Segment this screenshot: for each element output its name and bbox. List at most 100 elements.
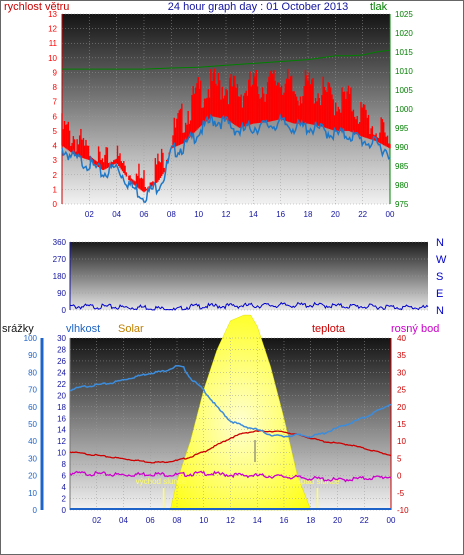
temperature-time-tick-label: 02	[92, 516, 101, 525]
solar-label: Solar	[118, 323, 144, 335]
direction-tick-label: 90	[57, 289, 66, 298]
pressure-tick-label: 1005	[395, 86, 413, 95]
humidity-tick-label: 14	[57, 426, 66, 435]
rain-tick-label: 50	[28, 420, 37, 429]
wind-speed-tick-label: 13	[48, 10, 57, 19]
humidity-tick-label: 24	[57, 368, 66, 377]
dew-point-line	[69, 470, 392, 483]
wind-time-tick-label: 04	[112, 210, 121, 219]
humidity-tick-label: 30	[57, 334, 66, 343]
pressure-tick-label: 995	[395, 124, 409, 133]
rain-tick-label: 60	[28, 403, 37, 412]
wind-speed-tick-label: 7	[53, 98, 58, 107]
compass-label: S	[436, 271, 443, 283]
pressure-tick-label: 980	[395, 181, 409, 190]
rain-tick-label: 90	[28, 351, 37, 360]
wind-time-tick-label: 18	[304, 210, 313, 219]
wind-speed-tick-label: 9	[53, 68, 58, 77]
pressure-tick-label: 1010	[395, 67, 413, 76]
wind-speed-tick-label: 11	[49, 39, 58, 48]
humidity-label: vlhkost	[66, 323, 100, 335]
rain-tick-label: 80	[28, 368, 37, 377]
humidity-tick-label: 22	[57, 380, 66, 389]
page-title: 24 hour graph day : 01 October 2013	[168, 1, 348, 13]
humidity-tick-label: 26	[57, 357, 66, 366]
wind-average-line	[61, 113, 391, 203]
wind-speed-tick-label: 6	[53, 112, 58, 121]
temperature-tick-label: 25	[397, 386, 406, 395]
compass-label: N	[436, 237, 444, 249]
temperature-time-tick-label: 18	[306, 516, 315, 525]
wind-speed-tick-label: 12	[48, 25, 57, 34]
humidity-line	[69, 364, 392, 439]
wind-time-axis: 02 04 06 08 10 12 14 16 18 20 22 00	[85, 210, 395, 219]
humidity-tick-label: 20	[57, 391, 66, 400]
rain-axis: 0 10 20 30 40 50 60 70 80 90 100	[24, 334, 44, 515]
direction-tick-label: 0	[62, 306, 67, 315]
temperature-time-tick-label: 20	[333, 516, 342, 525]
temperature-time-tick-label: 08	[173, 516, 182, 525]
direction-tick-label: 360	[53, 238, 67, 247]
humidity-tick-label: 10	[57, 449, 66, 458]
temperature-line	[69, 429, 392, 464]
wind-time-tick-label: 12	[222, 210, 231, 219]
wind-speed-tick-label: 0	[53, 200, 58, 209]
pressure-tick-label: 1000	[395, 105, 413, 114]
rain-tick-label: 100	[24, 334, 38, 343]
temperature-time-tick-label: 10	[199, 516, 208, 525]
direction-tick-label: 270	[53, 255, 67, 264]
temperature-time-tick-label: 04	[119, 516, 128, 525]
wind-time-tick-label: 00	[386, 210, 395, 219]
rain-tick-label: 20	[28, 472, 37, 481]
wind-speed-label: rychlost větru	[4, 1, 69, 13]
wind-gust-bars	[61, 68, 391, 193]
humidity-tick-label: 28	[57, 345, 66, 354]
pressure-tick-label: 1015	[395, 48, 413, 57]
temperature-axis: -10 -5 0 5 10 15 20 25 30 35 40	[390, 334, 409, 515]
direction-plot-background	[70, 242, 428, 310]
humidity-tick-label: 6	[62, 472, 67, 481]
pressure-tick-label: 1020	[395, 29, 413, 38]
rain-tick-label: 70	[28, 386, 37, 395]
temperature-panel: srážky vlhkost Solar teplota rosný bod 0…	[2, 314, 439, 525]
wind-time-tick-label: 22	[358, 210, 367, 219]
temperature-tick-label: -10	[397, 506, 409, 515]
wind-time-tick-label: 06	[140, 210, 149, 219]
temperature-time-tick-label: 00	[387, 516, 396, 525]
wind-time-tick-label: 02	[85, 210, 94, 219]
temperature-tick-label: 5	[397, 454, 402, 463]
temperature-time-tick-label: 16	[280, 516, 289, 525]
temperature-time-tick-label: 22	[360, 516, 369, 525]
wind-time-tick-label: 14	[249, 210, 258, 219]
dew-point-label: rosný bod	[391, 323, 439, 335]
wind-time-tick-label: 16	[276, 210, 285, 219]
temperature-tick-label: -5	[397, 489, 405, 498]
humidity-tick-label: 4	[62, 483, 67, 492]
wind-time-tick-label: 08	[167, 210, 176, 219]
temperature-tick-label: 40	[397, 334, 406, 343]
pressure-axis: 975 980 985 990 995 1000 1005 1010 1015 1020 1025	[389, 10, 413, 209]
compass-label: N	[436, 305, 444, 317]
sunrise-label: východ slunce	[136, 477, 187, 486]
wind-time-tick-label: 10	[194, 210, 203, 219]
wind-direction-line	[69, 301, 429, 311]
wind-speed-tick-label: 3	[53, 156, 58, 165]
temperature-time-tick-label: 14	[253, 516, 262, 525]
compass-label: E	[436, 288, 443, 300]
temperature-time-axis: 02 04 06 08 10 12 14 16 18 20 22 00	[92, 516, 396, 525]
humidity-tick-label: 16	[57, 414, 66, 423]
temperature-time-tick-label: 06	[146, 516, 155, 525]
wind-speed-tick-label: 4	[53, 142, 58, 151]
temperature-tick-label: 15	[397, 420, 406, 429]
wind-speed-tick-label: 10	[48, 54, 57, 63]
rain-tick-label: 0	[33, 506, 38, 515]
pressure-line	[62, 49, 391, 70]
rain-label: srážky	[2, 323, 34, 335]
direction-axis: 0 90 180 270 360	[53, 238, 71, 315]
